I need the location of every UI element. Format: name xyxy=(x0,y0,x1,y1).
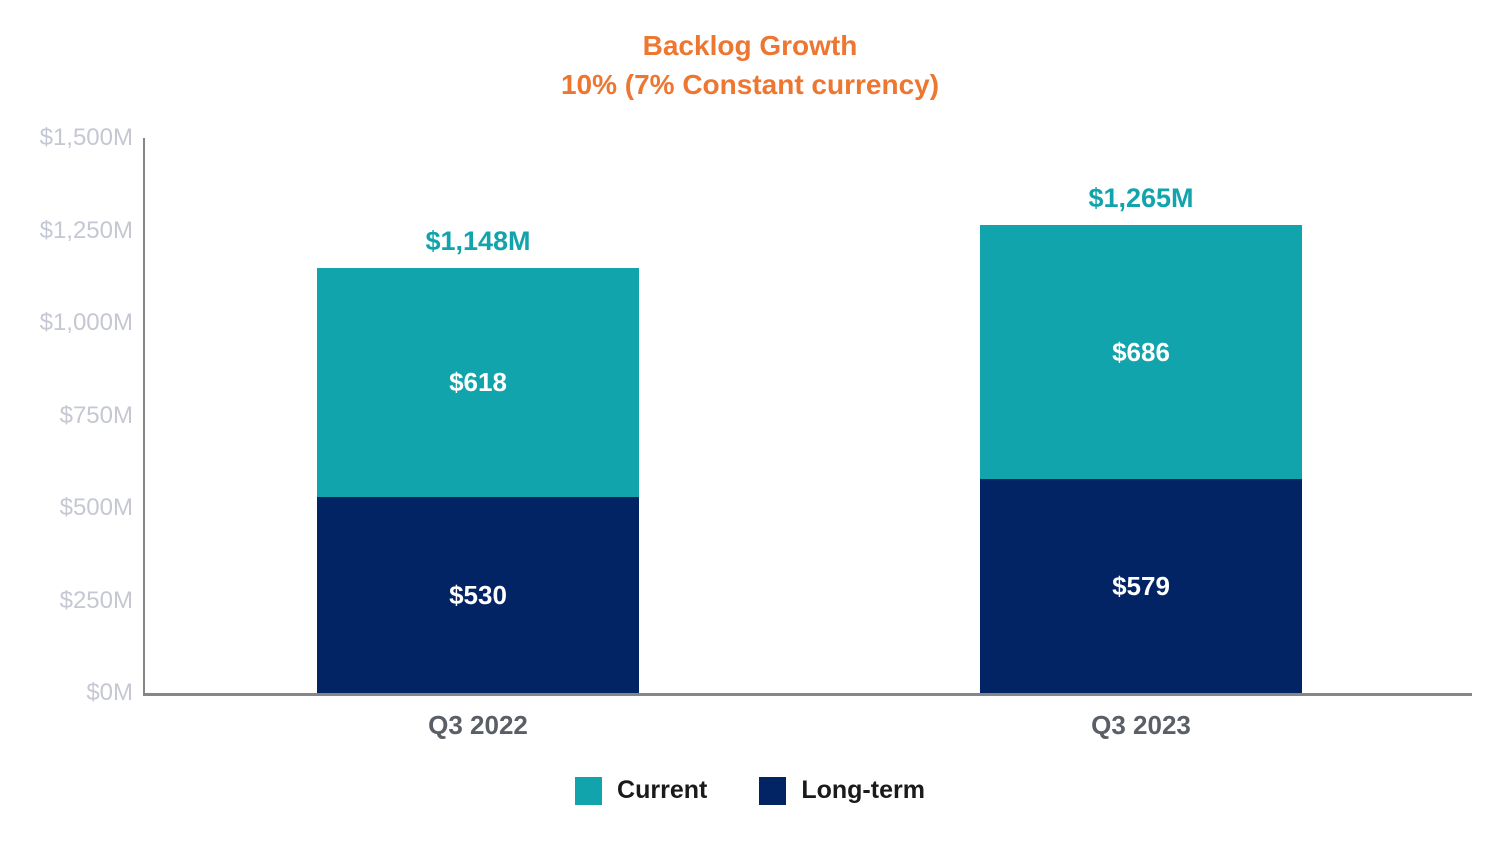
segment-long-term: $530 xyxy=(317,497,639,693)
plot-area: $1,148M $618 $530 Q3 2022 $1,265M $686 $… xyxy=(143,138,1472,740)
y-tick-label: $1,000M xyxy=(39,309,133,336)
segment-long-term: $579 xyxy=(980,479,1302,693)
bar-q3-2022: $1,148M $618 $530 Q3 2022 xyxy=(317,226,639,740)
x-tick-label: Q3 2023 xyxy=(1091,710,1191,740)
legend-item-long-term: Long-term xyxy=(759,776,925,805)
y-tick-label: $1,250M xyxy=(39,216,133,244)
legend-item-current: Current xyxy=(575,776,707,805)
total-value-label: $1,148M xyxy=(425,226,531,256)
segment-value-label: $686 xyxy=(1112,336,1170,367)
segment-current: $618 xyxy=(317,268,639,497)
segment-value-label: $530 xyxy=(449,579,507,610)
legend-swatch-long-term xyxy=(759,776,787,805)
chart-title-line1: Backlog Growth xyxy=(642,30,858,61)
y-tick-label: $250M xyxy=(59,586,133,614)
y-tick-label: $500M xyxy=(59,494,133,521)
y-tick-label: $750M xyxy=(59,401,133,429)
segment-current: $686 xyxy=(980,225,1302,479)
legend-label-current: Current xyxy=(617,776,708,804)
segment-value-label: $579 xyxy=(1112,570,1170,601)
chart-title-line2: 10% (7% Constant currency) xyxy=(560,69,940,100)
bar-q3-2023: $1,265M $686 $579 Q3 2023 xyxy=(980,183,1302,740)
legend: Current Long-term xyxy=(0,776,1500,805)
total-value-label: $1,265M xyxy=(1088,183,1194,213)
chart-title: Backlog Growth 10% (7% Constant currency… xyxy=(0,26,1500,104)
x-tick-label: Q3 2022 xyxy=(428,710,528,740)
y-tick-label: $1,500M xyxy=(39,124,133,151)
legend-label-long-term: Long-term xyxy=(801,776,925,804)
legend-swatch-current xyxy=(575,776,603,805)
y-tick-label: $0M xyxy=(86,679,133,706)
segment-value-label: $618 xyxy=(449,367,507,397)
